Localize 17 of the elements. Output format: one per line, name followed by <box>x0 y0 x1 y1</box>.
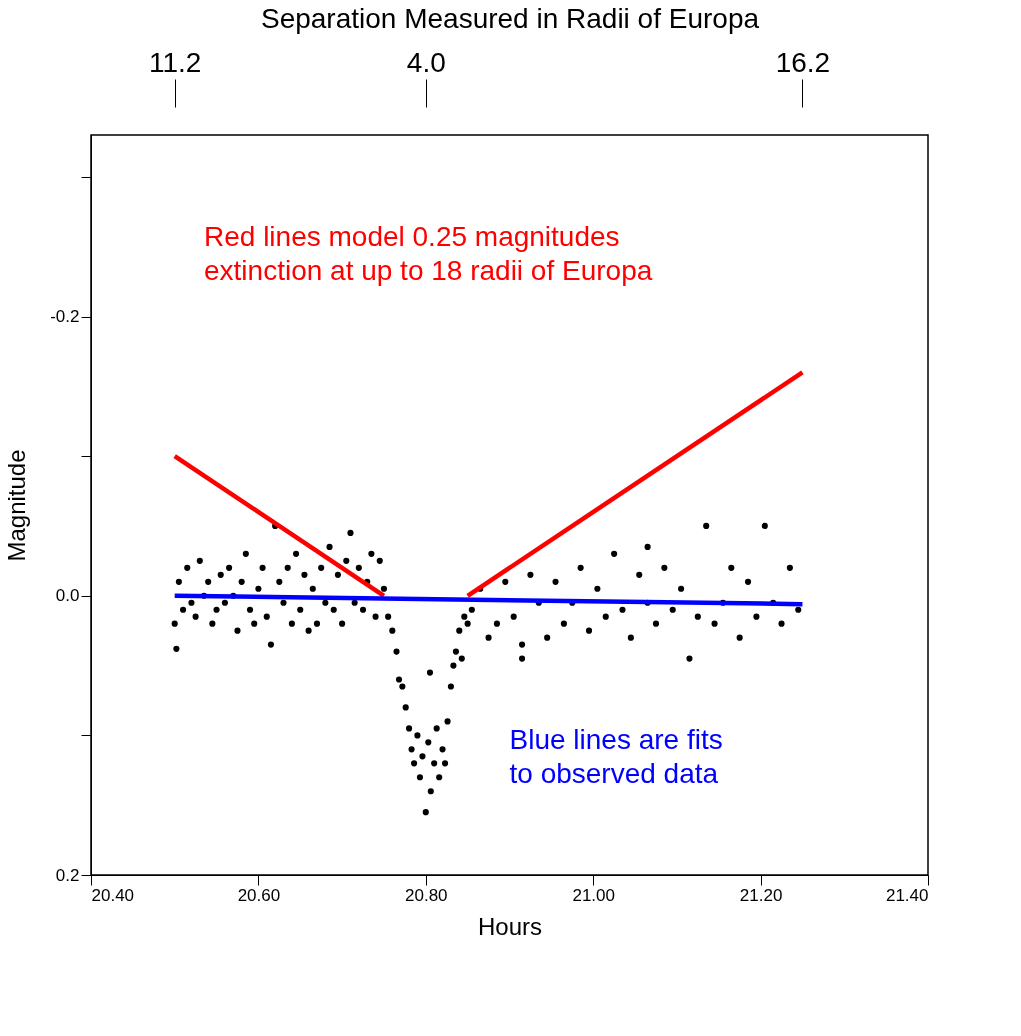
x-tick-label: 20.40 <box>91 885 135 905</box>
x-tick-label: 21.00 <box>572 885 615 905</box>
y-tick-label: -0.2 <box>50 307 80 327</box>
annotation: 4.0 <box>406 46 446 78</box>
x-tick-label: 20.80 <box>405 885 448 905</box>
y-tick-label: 0.0 <box>55 586 80 606</box>
annotation: Blue lines are fits to observed data <box>509 724 723 789</box>
x-tick-label: 21.40 <box>885 885 929 905</box>
annotation: 11.2 <box>148 46 202 78</box>
x2-axis-title: Separation Measured in Radii of Europa <box>260 2 760 34</box>
annotation: Red lines model 0.25 magnitudes extinction at up to 18 radii of Europa <box>203 220 653 286</box>
x-tick-label: 20.60 <box>237 885 281 905</box>
annotation: 16.2 <box>775 46 831 78</box>
x-axis-title: Hours <box>477 912 543 940</box>
y-tick-label: 0.2 <box>55 865 80 885</box>
y-axis-title: Magnitude <box>3 449 31 562</box>
x-tick-label: 21.20 <box>739 885 783 905</box>
